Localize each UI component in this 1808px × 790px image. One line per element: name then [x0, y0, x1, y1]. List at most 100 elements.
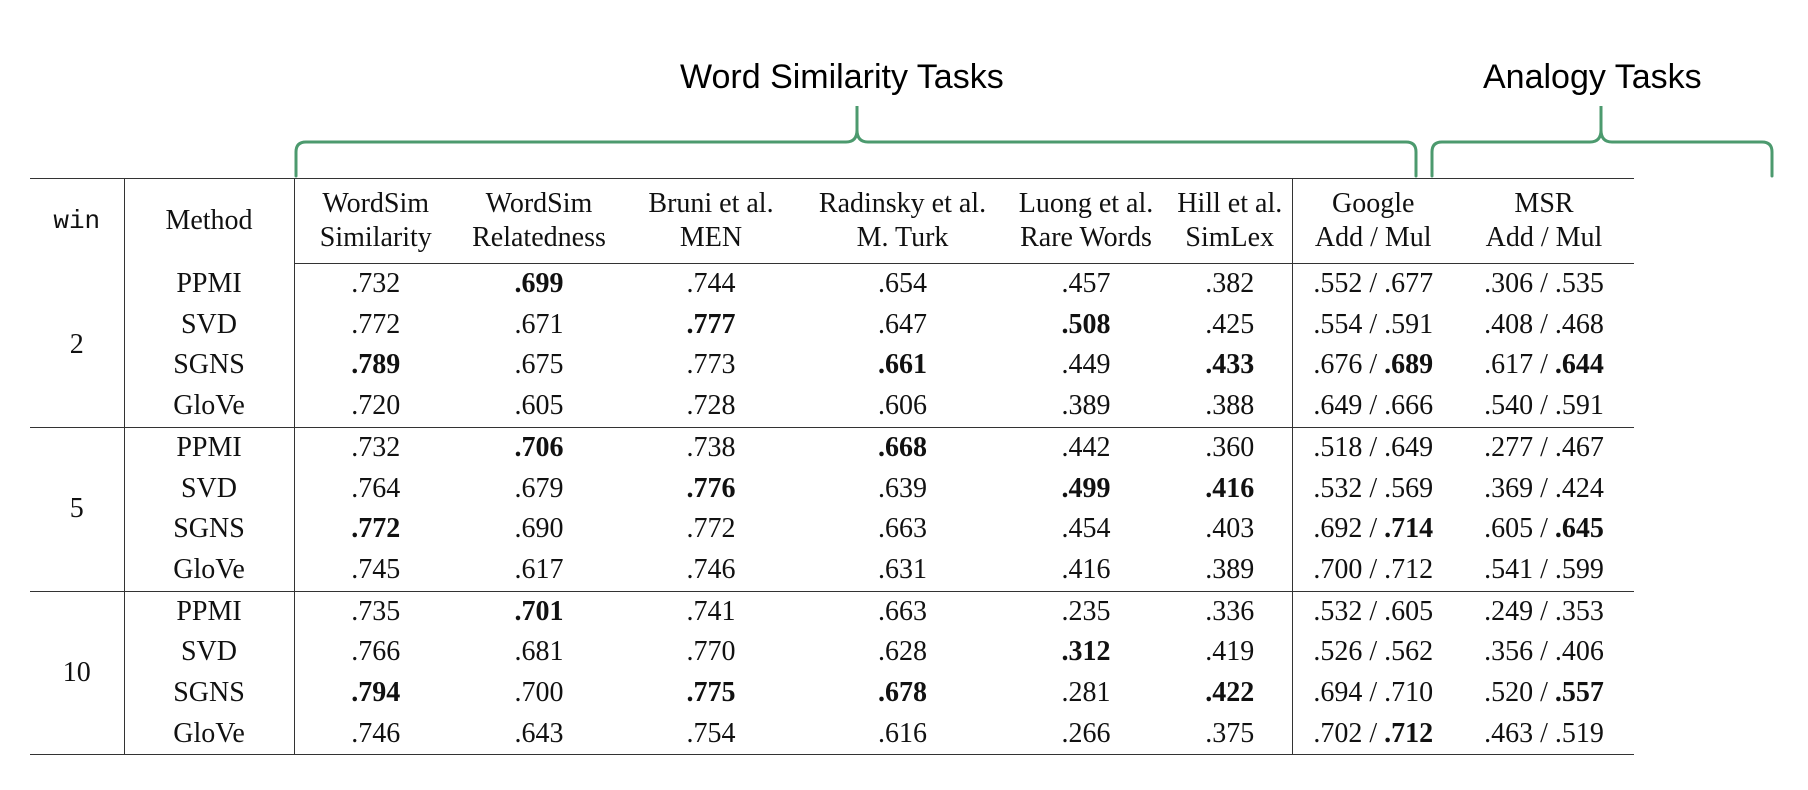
msr-cell: .520 / .557 [1484, 677, 1604, 709]
msr-cell: .306 / .535 [1484, 268, 1604, 299]
men-cell: .744 [621, 264, 801, 305]
google-cell: .649 / .666 [1292, 386, 1454, 428]
table-row: GloVe .746 .643 .754 .616 .266 .375 .702 / .712… [30, 713, 1634, 756]
score-value: .389 [1061, 390, 1111, 422]
mturk-cell: .628 [801, 632, 1004, 673]
table-body: 2 PPMI .732.699.744.654.457.382.552 / .677… [30, 263, 1634, 756]
score-value: .735 [351, 595, 401, 627]
msr-mul-value: .591 [1554, 390, 1604, 422]
header-msr-line2: Add / Mul [1454, 220, 1634, 264]
analogy-header: Analogy Tasks [1483, 58, 1702, 96]
score-value: .643 [514, 717, 564, 749]
wordsim-sim-cell: .764 [294, 469, 457, 510]
method-cell: GloVe [124, 549, 295, 592]
header-rare-words-line2: Rare Words [1004, 220, 1168, 264]
google-cell: .554 / .591 [1313, 308, 1434, 340]
score-value: .403 [1205, 513, 1255, 545]
msr-add-value: .356 [1484, 636, 1534, 668]
wordsim-rel-cell: .679 [457, 469, 621, 510]
men-cell: .746 [621, 549, 801, 592]
men-cell: .754 [621, 713, 801, 756]
table-row: SVD .766 .681 .770 .628 .312 .419 .526 / .562 .3… [30, 632, 1634, 674]
header-wordsim-rel-line2: Relatedness [457, 220, 621, 264]
mturk-cell: .661 [801, 345, 1004, 386]
google-add-value: .518 [1313, 431, 1363, 463]
google-cell: .702 / .712 [1292, 713, 1454, 756]
men-cell: .728 [621, 386, 801, 428]
score-value: .789 [351, 349, 401, 381]
method-cell: PPMI [124, 427, 295, 469]
msr-add-value: .617 [1484, 349, 1534, 381]
table-row: 2 PPMI .732 .699 .744 .654 .457 .382 .552 / .677… [30, 263, 1634, 428]
score-value: .661 [878, 349, 927, 381]
score-value: .281 [1061, 677, 1111, 709]
header-win: win [30, 178, 125, 264]
method-cell: PPMI [124, 263, 295, 305]
wordsim-rel-cell: .701 [457, 591, 621, 632]
score-value: .388 [1205, 390, 1255, 422]
score-value: .678 [878, 677, 927, 709]
method-cell: SVD [124, 304, 295, 346]
score-value: .628 [878, 636, 927, 668]
simlex-cell: .403 [1168, 509, 1293, 550]
google-mul-value: .666 [1384, 390, 1434, 422]
score-value: .701 [514, 595, 564, 627]
mturk-cell: .663 [801, 591, 1004, 632]
score-value: .744 [686, 268, 736, 299]
score-value: .772 [686, 513, 736, 545]
wordsim-rel-cell: .706 [457, 427, 621, 468]
google-add-value: .692 [1313, 513, 1363, 545]
score-value: .416 [1061, 553, 1111, 585]
table-row: SVD .772 .671 .777 .647 .508 .425 .554 / .591 .4… [30, 304, 1634, 346]
score-value: .732 [351, 268, 401, 299]
win-cell: 5 [30, 427, 125, 592]
score-value: .675 [514, 349, 564, 381]
header-wordsim-sim-line1: WordSim [294, 178, 457, 220]
score-value: .442 [1061, 431, 1111, 463]
method-cell: SGNS [124, 673, 295, 714]
msr-cell: .463 / .519 [1454, 713, 1634, 756]
wordsim-sim-cell: .794 [294, 673, 457, 714]
google-mul-value: .712 [1384, 553, 1434, 585]
google-add-value: .694 [1313, 677, 1363, 709]
score-value: .508 [1061, 308, 1111, 340]
win-cell: 10 [30, 591, 125, 756]
mturk-cell: .616 [801, 713, 1004, 756]
msr-mul-value: .467 [1554, 431, 1604, 463]
wordsim-sim-cell: .766 [294, 632, 457, 673]
msr-cell: .541 / .599 [1454, 549, 1634, 592]
men-cell: .772 [621, 509, 801, 550]
score-value: .668 [878, 431, 927, 463]
men-cell: .770 [621, 632, 801, 673]
wordsim-rel-cell: .617 [457, 549, 621, 592]
wordsim-sim-cell: .772 [294, 305, 457, 346]
header-men-line1: Bruni et al. [621, 178, 801, 220]
mturk-cell: .654 [801, 264, 1004, 305]
rare-words-cell: .389 [1004, 386, 1168, 428]
wordsim-sim-cell: .789 [294, 345, 457, 386]
msr-cell: .408 / .468 [1484, 308, 1604, 340]
msr-cell: .369 / .424 [1484, 472, 1604, 504]
rare-words-cell: .416 [1004, 549, 1168, 592]
rare-words-cell: .266 [1004, 713, 1168, 756]
google-add-value: .676 [1313, 349, 1363, 381]
score-value: .775 [686, 677, 736, 709]
score-value: .266 [1061, 717, 1111, 749]
score-value: .617 [514, 553, 564, 585]
score-value: .738 [686, 431, 736, 463]
simlex-cell: .336 [1168, 591, 1293, 633]
men-cell: .773 [621, 345, 801, 386]
google-mul-value: .714 [1384, 513, 1434, 545]
score-value: .794 [351, 677, 401, 709]
score-value: .777 [686, 308, 736, 340]
simlex-cell: .425 [1168, 304, 1293, 346]
score-value: .754 [686, 717, 736, 749]
wordsim-sim-cell: .732 [294, 264, 457, 305]
google-cell: .532 / .569 [1313, 472, 1434, 504]
google-cell: .518 / .649 [1313, 431, 1434, 463]
google-add-value: .649 [1313, 390, 1363, 422]
score-value: .706 [514, 431, 564, 463]
men-cell: .741 [621, 591, 801, 632]
wordsim-rel-cell: .699 [457, 264, 621, 305]
results-table: win Method WordSim WordSim Bruni et al. … [30, 178, 1634, 756]
